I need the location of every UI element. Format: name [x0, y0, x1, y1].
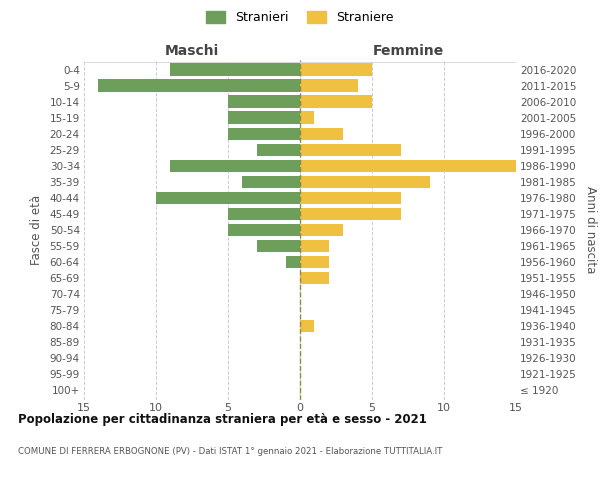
- Bar: [300, 208, 401, 220]
- Bar: [228, 96, 300, 108]
- Text: Maschi: Maschi: [165, 44, 219, 59]
- Bar: [300, 272, 329, 284]
- Text: COMUNE DI FERRERA ERBOGNONE (PV) - Dati ISTAT 1° gennaio 2021 - Elaborazione TUT: COMUNE DI FERRERA ERBOGNONE (PV) - Dati …: [18, 448, 442, 456]
- Bar: [300, 224, 343, 236]
- Y-axis label: Anni di nascita: Anni di nascita: [584, 186, 597, 274]
- Bar: [228, 128, 300, 140]
- Bar: [300, 192, 401, 204]
- Bar: [300, 80, 358, 92]
- Text: Popolazione per cittadinanza straniera per età e sesso - 2021: Popolazione per cittadinanza straniera p…: [18, 412, 427, 426]
- Bar: [300, 128, 343, 140]
- Bar: [300, 160, 516, 172]
- Bar: [300, 320, 314, 332]
- Bar: [228, 208, 300, 220]
- Legend: Stranieri, Straniere: Stranieri, Straniere: [206, 11, 394, 24]
- Bar: [242, 176, 300, 188]
- Bar: [300, 240, 329, 252]
- Bar: [300, 64, 372, 76]
- Bar: [228, 112, 300, 124]
- Bar: [257, 240, 300, 252]
- Bar: [300, 96, 372, 108]
- Bar: [300, 112, 314, 124]
- Bar: [257, 144, 300, 156]
- Bar: [300, 144, 401, 156]
- Bar: [286, 256, 300, 268]
- Bar: [156, 192, 300, 204]
- Y-axis label: Fasce di età: Fasce di età: [29, 195, 43, 265]
- Bar: [170, 64, 300, 76]
- Text: Femmine: Femmine: [373, 44, 443, 59]
- Bar: [228, 224, 300, 236]
- Bar: [170, 160, 300, 172]
- Bar: [98, 80, 300, 92]
- Bar: [300, 176, 430, 188]
- Bar: [300, 256, 329, 268]
